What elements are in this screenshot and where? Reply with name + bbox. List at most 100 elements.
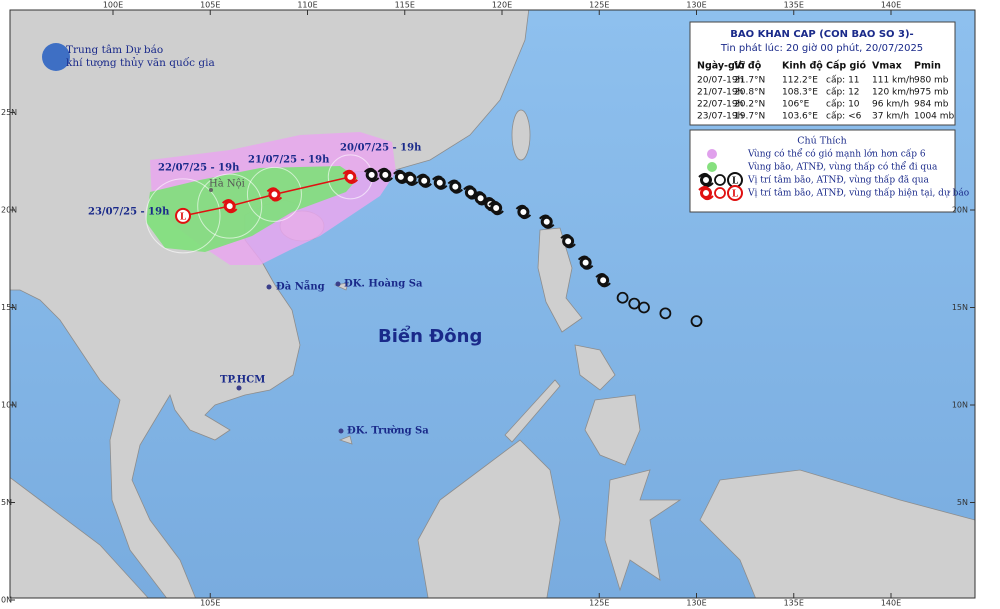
storm-eye [394,170,407,183]
storm-marker [363,167,380,183]
table-cell: cấp: 12 [826,87,860,98]
depression-circle [616,291,629,304]
storm-eye [268,188,281,201]
place-label: Hà Nội [209,179,245,190]
low-marker: L [175,207,192,224]
org-name: khí tượng thủy văn quốc gia [66,56,215,69]
lon-tick-label: 140E [881,1,901,10]
city-dot [209,188,213,192]
place-label: Đà Nẵng [276,281,325,293]
table-cell: 96 km/h [872,100,909,110]
forecast-time-label: 22/07/25 - 19h [158,163,240,174]
lon-tick-label: 100E [103,1,123,10]
table-cell: cấp: 11 [826,75,860,86]
graticule-ticks: 100E 105E 110E 115E 120E 125E 130E 135E 140E 105E… [1,1,975,608]
table-cell: 112.2°E [782,76,818,86]
legend-title: Chú Thích [797,136,846,147]
lat-tick-label: 5N [1,498,12,507]
bulletin-title: BAO KHAN CAP (CON BAO SO 3)- [730,29,913,40]
forecast-radius [197,173,263,239]
bulletin-time: Tin phát lúc: 20 giờ 00 phút, 20/07/2025 [720,42,923,54]
legend-label: Vị trí tâm bão, ATNĐ, vùng thấp hiện tại… [747,188,969,199]
storm-marker [402,171,419,186]
island-dot [338,428,344,434]
place-label: ĐK. Hoàng Sa [344,279,423,290]
depression-marker [714,187,726,199]
table-cell: 23/07-19h [697,112,743,122]
table-cell: 975 mb [914,88,949,98]
storm-eye [379,168,392,181]
table-cell: 20/07-19h [697,76,743,86]
frame [9,9,976,599]
table-cell: 106°E [782,100,810,110]
low-marker: L [727,172,743,188]
lon-tick-label: 135E [784,1,804,10]
storm-marker [577,255,594,270]
storm-marker [377,167,394,183]
lon-tick-label: 125E [589,1,609,10]
storm-eye [418,174,431,187]
place-label: ĐK. Trường Sa [347,426,429,437]
depression-circle [659,307,672,320]
table-cell: cấp: <6 [826,111,862,122]
storm-marker [416,173,432,188]
table-cell: 19.7°N [734,112,765,122]
table-cell: 22/07-19h [697,100,743,110]
depression-marker [638,301,650,314]
table-header: Cấp gió [826,61,867,72]
storm-eye [540,215,553,228]
depression-marker [616,291,629,304]
depression-circle [714,187,726,199]
depression-marker [714,174,726,186]
forecast-radius [145,178,221,254]
storm-marker [221,198,238,214]
low-circle [175,207,192,224]
storm-marker [515,204,532,220]
table-cell: cấp: 10 [826,99,860,110]
legend-swatch [707,149,717,159]
lon-tick-label: 125E [589,599,609,608]
forecast-time-label: 21/07/25 - 19h [248,155,330,166]
lat-tick-label: 25N [1,108,17,117]
lon-tick-label: 130E [686,1,706,10]
lat-tick-label: 10N [952,401,968,410]
storm-eye [433,176,446,189]
depression-circle [714,174,726,186]
lon-tick-label: 130E [686,599,706,608]
storm-marker [488,200,504,216]
table-cell: 20.2°N [734,100,765,110]
lon-tick-label: 110E [297,1,317,10]
lat-tick-label: 15N [1,303,17,312]
storm-eye [579,256,592,269]
lat-tick-label: 20N [952,206,968,215]
map-area: L Hà Nội Đà Nẵng ĐK. Hoàng Sa ĐK. Trường… [10,10,975,598]
lon-tick-label: 105E [200,599,220,608]
storm-eye [562,235,575,248]
storm-eye [490,202,503,215]
table-cell: 984 mb [914,100,949,110]
table-header: Ngày-giờ [697,61,745,72]
low-letter: L [180,212,187,222]
storm-eye [449,180,462,193]
storm-marker [595,273,611,288]
lon-tick-label: 120E [492,1,512,10]
forecast-radius [246,166,302,222]
storm-eye [597,274,610,287]
table-cell: 980 mb [914,76,949,86]
bulletin-box [689,21,956,126]
legend-swatch [707,162,717,172]
depression-marker [659,307,672,320]
storm-eye [223,200,236,213]
org-name: Trung tâm Dự báo [66,44,163,56]
table-header: Vĩ độ [734,61,762,72]
table-cell: 120 km/h [872,88,915,98]
island-dot [335,281,341,287]
table-cell: 20.8°N [734,88,765,98]
table-cell: 1004 mb [914,112,955,122]
track-layer: L [145,154,703,328]
place-label: TP.HCM [220,375,265,386]
storm-eye [700,174,712,186]
storm-marker [539,214,555,229]
